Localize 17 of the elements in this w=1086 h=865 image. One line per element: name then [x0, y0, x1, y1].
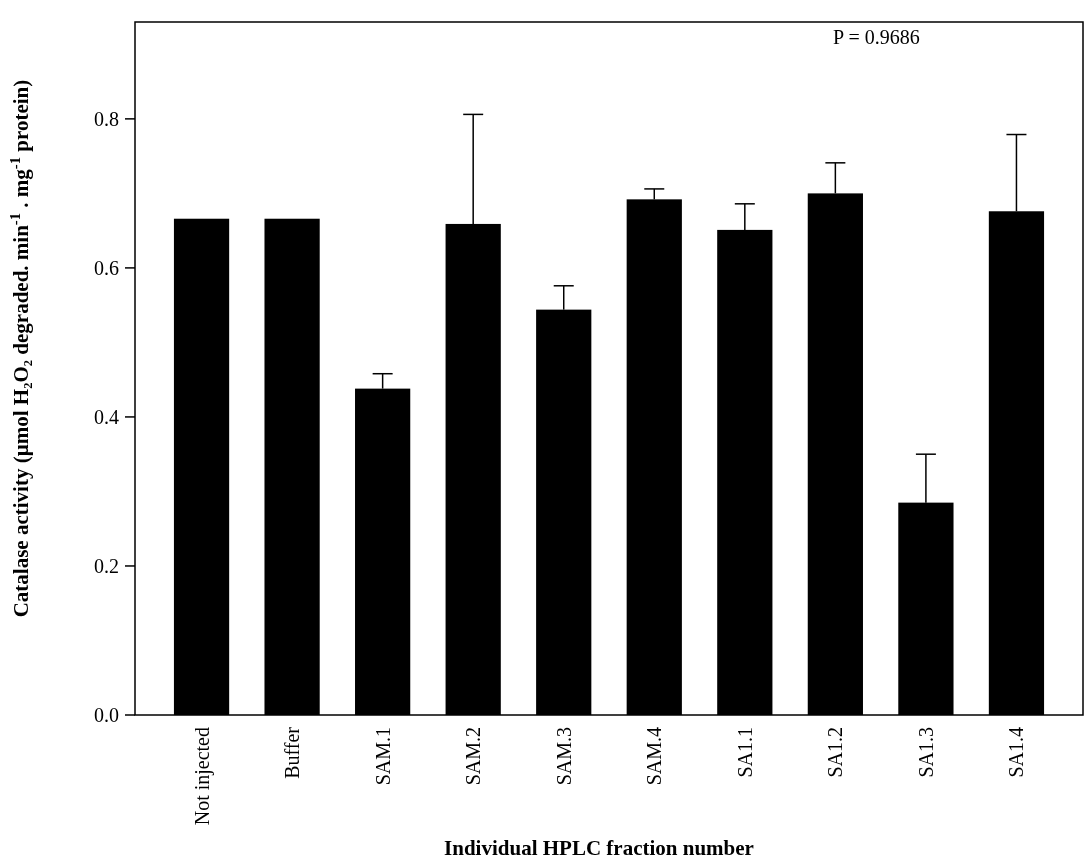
x-tick-label: Not injected	[190, 727, 214, 826]
x-tick-label: SAM.3	[552, 727, 575, 786]
x-tick-label: SA1.2	[824, 727, 847, 778]
x-tick-label: SA1.1	[733, 727, 756, 778]
y-tick-label: 0.8	[94, 107, 119, 130]
x-tick-label: SAM.4	[643, 727, 666, 786]
y-tick-label: 0.6	[94, 256, 119, 279]
x-axis-title: Individual HPLC fraction number	[444, 836, 754, 860]
x-tick-label: SA1.3	[914, 727, 937, 778]
x-tick-label: Buffer	[281, 726, 304, 779]
x-tick-label: SAM.1	[371, 727, 394, 786]
text: 0.0	[94, 704, 119, 726]
x-tick-label: SAM.2	[462, 727, 485, 786]
y-tick-label: 0.2	[94, 554, 119, 577]
x-tick-label: SA1.4	[1005, 727, 1028, 778]
annotation: P = 0.9686	[833, 26, 920, 48]
y-tick-label: 0.4	[94, 405, 119, 428]
